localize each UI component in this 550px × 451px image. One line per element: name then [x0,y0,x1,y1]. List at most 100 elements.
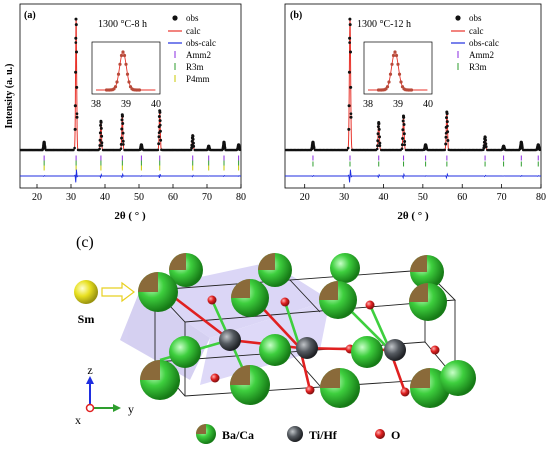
coordinate-axes: z y x [75,363,134,427]
plot-frame [19,3,242,189]
legend-label: Amm2 [186,50,211,60]
obs-point [345,148,349,152]
obs-point [158,119,162,123]
y-arrowhead [113,404,121,412]
inset: 38 39 40 [91,41,161,110]
occupancy-wedge [409,283,428,302]
xrd-panel-a: (a) 1300 °C-8 h Intensity (a. u.) 2θ ( °… [4,3,246,222]
obs-point [484,138,487,142]
bragg-ticks [43,155,240,171]
sm-label: Sm [78,312,95,326]
inset-obs-point [118,62,122,66]
inset-obs-point [122,53,127,58]
bragg-ticks [312,155,539,167]
obs-point [75,112,79,115]
obs-point [484,142,488,146]
obs-point [159,138,163,142]
inset-obs-point [399,80,403,84]
oxygen-atom [400,387,410,397]
obs-point [401,128,405,132]
obs-point [400,143,404,147]
obs-point [348,17,352,21]
obs-point [99,120,103,124]
obs-point [192,144,196,148]
inset-obs-point [393,50,397,54]
legend: obs calc obs-calc Amm2 R3m [451,13,499,72]
obs-point [347,127,351,131]
occupancy-wedge [410,255,427,272]
inset-obs-point [116,72,121,76]
legend-label: obs-calc [469,38,499,48]
inset-tick-label: 39 [393,99,403,110]
obs-point [349,112,353,115]
inset-obs-point [113,85,118,89]
oxygen-atom [210,373,220,383]
obs-point [445,112,449,116]
x-tick-label: 40 [378,192,388,203]
obs-point [378,144,382,147]
obs-point [75,50,78,54]
obs-point [444,142,448,146]
xrd-panel-b: (b) 1300 °C-12 h 2θ ( ° ) 20 30 40 50 60 70 80… [284,3,546,222]
inset-tick-label: 40 [423,99,433,110]
obs-point [347,70,351,74]
obs-series [284,17,542,152]
oxygen-atom [207,295,217,305]
legend-label: obs [186,13,199,23]
x-tick-label: 70 [202,192,212,203]
legend-label: R3m [186,62,204,72]
obs-point [376,125,380,129]
occupancy-wedge [230,365,250,385]
x-tick-label: 70 [497,192,507,203]
inset-tick-label: 38 [91,99,101,110]
oxygen-atom [430,345,440,355]
x-tick-label: 20 [32,192,42,203]
obs-point [98,144,102,147]
x-tick-label: 80 [536,192,546,203]
sm-dopant-atom [74,280,98,304]
obs-point [402,115,406,119]
x-tick-label: 50 [134,192,144,203]
obs-point [402,123,406,126]
obs-point [378,135,381,139]
obs-point [98,147,101,151]
obs-point [73,146,76,150]
legend-label: obs [469,13,482,23]
obs-point [425,147,429,151]
occupancy-wedge [410,368,430,388]
ti-hf-atom [219,329,241,351]
legend-label: Amm2 [469,50,494,60]
inset-obs-point [409,88,414,92]
occupancy-wedge [319,281,338,300]
obs-point [74,36,78,40]
inset-tick-label: 38 [363,99,373,110]
occupancy-wedge [231,279,250,298]
obs-point [74,41,78,44]
obs-point [401,137,405,140]
obs-point [375,147,379,151]
occupancy-wedge [140,360,160,380]
obs-point [312,146,316,150]
obs-point [444,125,448,129]
x-tick-label: 40 [100,192,110,203]
obs-point [122,143,125,146]
ba-ca-atom [351,336,383,368]
bond [368,304,392,351]
x-tick-label: 50 [418,192,428,203]
panel-label: (a) [24,10,36,21]
obs-point [348,41,351,44]
obs-point [377,127,381,131]
condition-label: 1300 °C-8 h [98,19,147,30]
obs-point [121,122,125,125]
legend-label: Ba/Ca [222,428,254,442]
obs-point [223,146,227,150]
obs-point [72,148,75,152]
inset-obs-point [388,72,393,76]
obs-point [74,17,78,21]
obs-point [121,139,125,143]
obs-point [157,142,161,146]
obs-point [74,23,78,27]
obs-point [403,143,407,146]
legend-label: R3m [469,62,487,72]
oxygen-atom [305,385,315,395]
